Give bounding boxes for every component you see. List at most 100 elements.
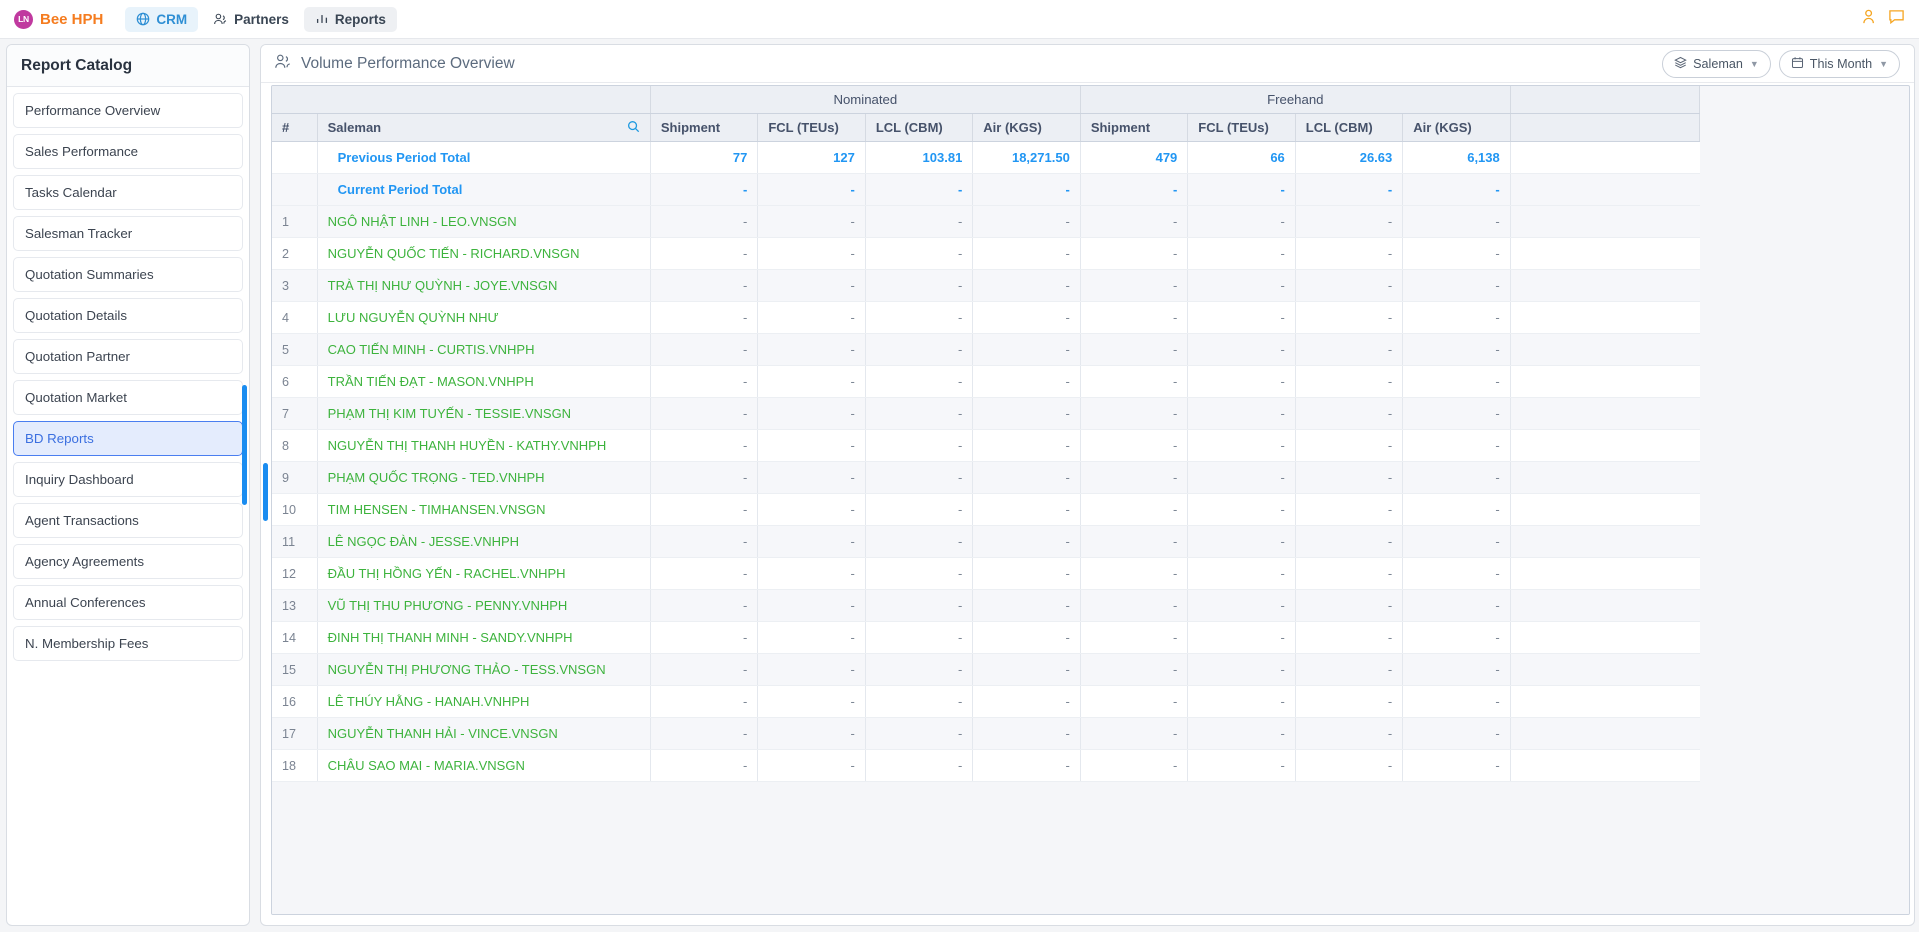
- row-saleman-name[interactable]: VŨ THỊ THU PHƯƠNG - PENNY.VNHPH: [317, 589, 651, 622]
- sidebar-scrollbar[interactable]: [242, 385, 247, 505]
- column-header-saleman[interactable]: Saleman: [317, 113, 651, 142]
- user-icon[interactable]: [1862, 9, 1879, 30]
- row-saleman-name[interactable]: NGUYỄN THỊ THANH HUYỀN - KATHY.VNHPH: [317, 429, 651, 462]
- column-header-nominated-fcl[interactable]: FCL (TEUs): [757, 113, 866, 142]
- row-saleman-name[interactable]: TIM HENSEN - TIMHANSEN.VNSGN: [317, 493, 651, 526]
- group-header-blank-right: [1510, 86, 1701, 114]
- row-cell-3: -: [972, 717, 1081, 750]
- column-header-freehand-fcl[interactable]: FCL (TEUs): [1187, 113, 1296, 142]
- row-saleman-name[interactable]: NGUYỄN THỊ PHƯƠNG THẢO - TESS.VNSGN: [317, 653, 651, 686]
- nav-tab-partners[interactable]: Partners: [202, 7, 300, 32]
- total-row-label: Previous Period Total: [317, 141, 651, 174]
- column-header-nominated-air[interactable]: Air (KGS): [972, 113, 1081, 142]
- table-row[interactable]: 11 LÊ NGỌC ĐÀN - JESSE.VNHPH - - - - - - - -: [272, 525, 1700, 558]
- row-saleman-name[interactable]: CAO TIẾN MINH - CURTIS.VNHPH: [317, 333, 651, 366]
- row-saleman-name[interactable]: TRẦN TIẾN ĐẠT - MASON.VNHPH: [317, 365, 651, 398]
- column-header-freehand-lcl[interactable]: LCL (CBM): [1295, 113, 1404, 142]
- table-row[interactable]: 3 TRÀ THỊ NHƯ QUỲNH - JOYE.VNSGN - - - - - - - -: [272, 269, 1700, 302]
- table-row[interactable]: 5 CAO TIẾN MINH - CURTIS.VNHPH - - - - - - - -: [272, 333, 1700, 366]
- row-cell-5: -: [1187, 685, 1296, 718]
- table-row[interactable]: 18 CHÂU SAO MAI - MARIA.VNSGN - - - - - - - -: [272, 749, 1700, 782]
- table-row[interactable]: 8 NGUYỄN THỊ THANH HUYỀN - KATHY.VNHPH - - -…: [272, 429, 1700, 462]
- table-row[interactable]: 4 LƯU NGUYỄN QUỲNH NHƯ - - - - - - - -: [272, 301, 1700, 334]
- column-header-index[interactable]: #: [272, 113, 318, 142]
- table-row[interactable]: 1 NGÔ NHẬT LINH - LEO.VNSGN - - - - - - - -: [272, 205, 1700, 238]
- nav-tab-crm[interactable]: CRM: [125, 6, 199, 32]
- nav-tab-reports[interactable]: Reports: [303, 6, 397, 32]
- row-saleman-name[interactable]: ĐINH THỊ THANH MINH - SANDY.VNHPH: [317, 621, 651, 654]
- chat-icon[interactable]: [1888, 9, 1905, 30]
- row-saleman-name[interactable]: NGUYỄN QUỐC TIẾN - RICHARD.VNSGN: [317, 237, 651, 270]
- row-saleman-name[interactable]: NGUYỄN THANH HẢI - VINCE.VNSGN: [317, 717, 651, 750]
- table-row[interactable]: 13 VŨ THỊ THU PHƯƠNG - PENNY.VNHPH - - - - - - -…: [272, 589, 1700, 622]
- filter-saleman[interactable]: Saleman ▼: [1662, 49, 1771, 78]
- sidebar-item-quotation-partner[interactable]: Quotation Partner: [13, 339, 243, 374]
- search-icon[interactable]: [627, 120, 640, 136]
- row-saleman-name[interactable]: TRÀ THỊ NHƯ QUỲNH - JOYE.VNSGN: [317, 269, 651, 302]
- sidebar-item-agency-agreements[interactable]: Agency Agreements: [13, 544, 243, 579]
- table-scroll-container[interactable]: Nominated Freehand # Saleman: [271, 85, 1910, 915]
- row-cell-0: -: [650, 365, 759, 398]
- row-saleman-name[interactable]: ĐẦU THỊ HỒNG YẾN - RACHEL.VNHPH: [317, 557, 651, 590]
- row-cell-6: -: [1295, 333, 1404, 366]
- layers-icon: [1674, 56, 1687, 72]
- sidebar-item-performance-overview[interactable]: Performance Overview: [13, 93, 243, 128]
- table-row[interactable]: 14 ĐINH THỊ THANH MINH - SANDY.VNHPH - - - - -…: [272, 621, 1700, 654]
- row-saleman-name[interactable]: NGÔ NHẬT LINH - LEO.VNSGN: [317, 205, 651, 238]
- filter-period[interactable]: This Month ▼: [1778, 49, 1900, 78]
- row-cell-0: -: [650, 301, 759, 334]
- row-saleman-name[interactable]: LƯU NGUYỄN QUỲNH NHƯ: [317, 301, 651, 334]
- row-cell-7: -: [1402, 333, 1511, 366]
- row-cell-3: -: [972, 237, 1081, 270]
- column-header-nominated-shipment[interactable]: Shipment: [650, 113, 759, 142]
- row-cell-7: -: [1402, 621, 1511, 654]
- sidebar-item-agent-transactions[interactable]: Agent Transactions: [13, 503, 243, 538]
- table-row[interactable]: 9 PHẠM QUỐC TRỌNG - TED.VNHPH - - - - - - - -: [272, 461, 1700, 494]
- sidebar-item-quotation-summaries[interactable]: Quotation Summaries: [13, 257, 243, 292]
- column-header-freehand-shipment[interactable]: Shipment: [1080, 113, 1189, 142]
- table-row[interactable]: 12 ĐẦU THỊ HỒNG YẾN - RACHEL.VNHPH - - - - - - -…: [272, 557, 1700, 590]
- table-row[interactable]: 2 NGUYỄN QUỐC TIẾN - RICHARD.VNSGN - - - - - - -…: [272, 237, 1700, 270]
- sidebar-item-n-membership-fees[interactable]: N. Membership Fees: [13, 626, 243, 661]
- main-vertical-scrollbar[interactable]: [263, 463, 268, 521]
- table-row[interactable]: 16 LÊ THÚY HẰNG - HANAH.VNHPH - - - - - - - -: [272, 685, 1700, 718]
- row-saleman-name[interactable]: CHÂU SAO MAI - MARIA.VNSGN: [317, 749, 651, 782]
- table-row[interactable]: 7 PHẠM THỊ KIM TUYẾN - TESSIE.VNSGN - - - - - -…: [272, 397, 1700, 430]
- sidebar-item-quotation-details[interactable]: Quotation Details: [13, 298, 243, 333]
- row-cell-1: -: [757, 653, 866, 686]
- row-filler: [1510, 525, 1700, 558]
- table-row[interactable]: 6 TRẦN TIẾN ĐẠT - MASON.VNHPH - - - - - - - -: [272, 365, 1700, 398]
- row-cell-4: -: [1080, 429, 1189, 462]
- table-row[interactable]: 10 TIM HENSEN - TIMHANSEN.VNSGN - - - - - - - -: [272, 493, 1700, 526]
- sidebar-item-quotation-market[interactable]: Quotation Market: [13, 380, 243, 415]
- row-cell-3: -: [972, 653, 1081, 686]
- column-header-freehand-air[interactable]: Air (KGS): [1402, 113, 1511, 142]
- row-cell-5: -: [1187, 461, 1296, 494]
- nav-tab-crm-label: CRM: [156, 11, 188, 27]
- row-saleman-name[interactable]: LÊ THÚY HẰNG - HANAH.VNHPH: [317, 685, 651, 718]
- table-row[interactable]: 17 NGUYỄN THANH HẢI - VINCE.VNSGN - - - - - - - -: [272, 717, 1700, 750]
- total-cell-2: 103.81: [865, 141, 974, 174]
- sidebar-item-sales-performance[interactable]: Sales Performance: [13, 134, 243, 169]
- sidebar-item-salesman-tracker[interactable]: Salesman Tracker: [13, 216, 243, 251]
- row-saleman-name[interactable]: PHẠM QUỐC TRỌNG - TED.VNHPH: [317, 461, 651, 494]
- table-row[interactable]: 15 NGUYỄN THỊ PHƯƠNG THẢO - TESS.VNSGN - - -…: [272, 653, 1700, 686]
- sidebar-item-tasks-calendar[interactable]: Tasks Calendar: [13, 175, 243, 210]
- row-cell-4: -: [1080, 749, 1189, 782]
- brand-logo[interactable]: LN Bee HPH: [14, 9, 103, 29]
- brand-avatar: LN: [14, 9, 33, 29]
- row-cell-6: -: [1295, 749, 1404, 782]
- row-cell-2: -: [865, 365, 974, 398]
- group-header-nominated: Nominated: [650, 86, 1081, 114]
- row-saleman-name[interactable]: PHẠM THỊ KIM TUYẾN - TESSIE.VNSGN: [317, 397, 651, 430]
- sidebar-item-bd-reports[interactable]: BD Reports: [13, 421, 243, 456]
- column-header-nominated-lcl[interactable]: LCL (CBM): [865, 113, 974, 142]
- sidebar-item-annual-conferences[interactable]: Annual Conferences: [13, 585, 243, 620]
- row-cell-3: -: [972, 557, 1081, 590]
- report-catalog-sidebar: Report Catalog Performance Overview Sale…: [6, 44, 250, 926]
- row-saleman-name[interactable]: LÊ NGỌC ĐÀN - JESSE.VNHPH: [317, 525, 651, 558]
- nav-tabs: CRM Partners Reports: [125, 6, 397, 32]
- total-cell-4: -: [1080, 173, 1189, 206]
- sidebar-item-inquiry-dashboard[interactable]: Inquiry Dashboard: [13, 462, 243, 497]
- row-cell-7: -: [1402, 461, 1511, 494]
